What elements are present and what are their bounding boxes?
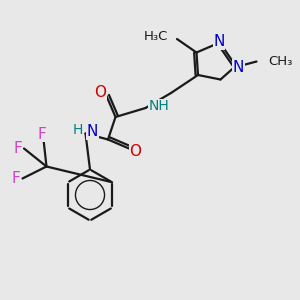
Text: CH₃: CH₃ <box>268 55 292 68</box>
Text: N: N <box>87 124 98 140</box>
Text: O: O <box>130 144 142 159</box>
Text: H: H <box>72 123 83 137</box>
Text: NH: NH <box>148 100 169 113</box>
Text: F: F <box>38 127 46 142</box>
Text: F: F <box>13 141 22 156</box>
Text: N: N <box>213 34 225 50</box>
Text: O: O <box>94 85 106 100</box>
Text: H₃C: H₃C <box>144 29 168 43</box>
Text: N: N <box>233 60 244 75</box>
Text: F: F <box>11 171 20 186</box>
